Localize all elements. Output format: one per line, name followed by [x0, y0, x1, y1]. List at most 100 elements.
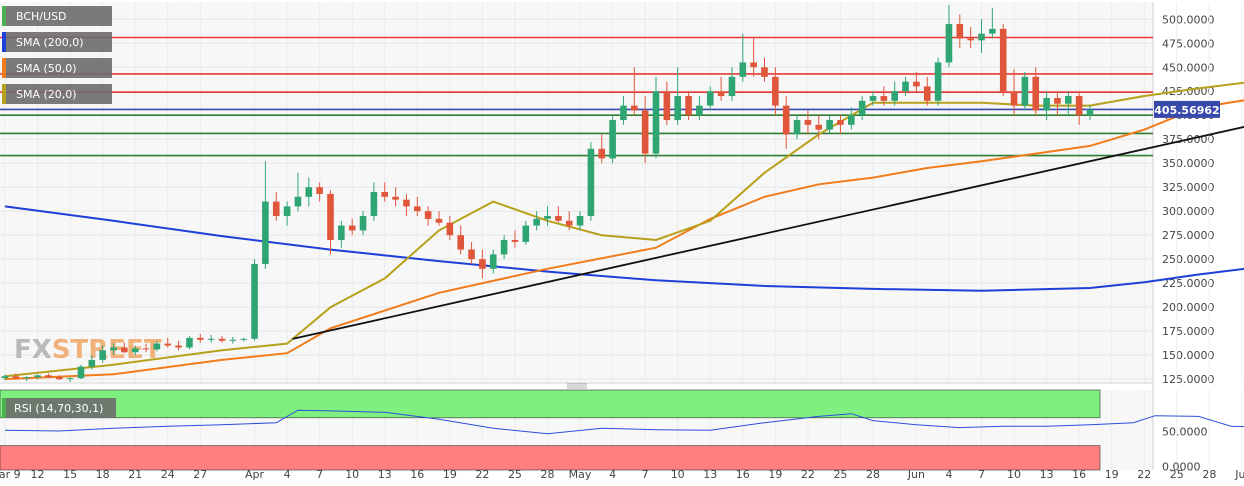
x-tick-label: Apr [245, 468, 265, 481]
candle-body [99, 350, 106, 360]
x-tick-label: 28 [866, 468, 880, 481]
rsi-color-swatch [2, 398, 6, 418]
candle-body [1054, 97, 1061, 104]
candle-body [1010, 91, 1018, 106]
candle-body [186, 337, 193, 348]
y-tick-label: 450.0000 [1162, 61, 1215, 74]
candle-body [837, 120, 844, 125]
candle-body [826, 120, 833, 130]
candle-body [272, 201, 280, 216]
candle-body [674, 96, 681, 121]
candle [240, 337, 247, 342]
candle-body [197, 337, 204, 340]
x-tick-label: 16 [1072, 468, 1086, 481]
rsi-overbought-zone [0, 389, 1101, 419]
x-tick-label: 25 [508, 468, 522, 481]
candle-body [1, 376, 9, 379]
candle [457, 225, 464, 255]
candle [327, 190, 334, 255]
candle-body [12, 376, 20, 379]
x-tick-label: May [569, 468, 592, 481]
candle [175, 340, 182, 351]
candle [164, 337, 172, 348]
candle [229, 336, 237, 344]
candle-body [110, 347, 117, 351]
x-tick-label: 10 [1007, 468, 1021, 481]
candle [1065, 91, 1072, 116]
x-tick-label: 28 [1202, 468, 1216, 481]
x-tick-label: 25 [833, 468, 847, 481]
candle [696, 96, 703, 121]
candle [978, 19, 985, 53]
x-tick-label: 7 [642, 468, 649, 481]
candle [598, 134, 606, 164]
candle-body [305, 187, 313, 197]
candle-body [77, 366, 85, 379]
x-tick-label: 10 [345, 468, 359, 481]
candle-body [663, 91, 671, 121]
candle [207, 334, 215, 343]
candle [848, 107, 855, 130]
candle [891, 81, 898, 106]
candle-body [685, 96, 692, 116]
x-tick-label: 24 [161, 468, 175, 481]
candle [23, 376, 30, 382]
candle [110, 343, 117, 356]
candle [316, 182, 323, 202]
candle [587, 142, 595, 221]
x-tick-label: Mar 9 [0, 468, 21, 481]
candle [934, 57, 942, 106]
candle-body [468, 249, 475, 260]
candle [1054, 91, 1061, 116]
candle-body [489, 254, 497, 269]
x-tick-label: 22 [1137, 468, 1151, 481]
candle [99, 345, 106, 363]
candle-body [23, 377, 30, 379]
rsi-label: RSI (14,70,30,1) [14, 402, 103, 415]
sma-line [4, 99, 1244, 381]
candle [338, 220, 345, 248]
indicator-color-swatch [2, 6, 6, 26]
y-tick-label: 300.0000 [1162, 205, 1215, 218]
candle [1032, 67, 1040, 116]
candle [555, 206, 562, 223]
y-tick-label: 500.0000 [1162, 13, 1215, 26]
watermark-logo: FXSTREET [14, 335, 162, 365]
candle [12, 373, 20, 380]
x-tick-label: 13 [703, 468, 717, 481]
candle [902, 76, 909, 97]
candle-body [652, 91, 660, 154]
candle-body [240, 338, 247, 340]
sma-line [4, 205, 1244, 292]
candle [435, 211, 443, 226]
candle-body [392, 196, 399, 200]
candle-body [544, 215, 551, 219]
indicator-label-box [2, 32, 112, 52]
candle [500, 235, 508, 260]
rsi-tick-label: 50.0000 [1162, 426, 1208, 439]
candle [674, 67, 681, 125]
rsi-tick-label: 0.0000 [1162, 461, 1201, 474]
candle-body [66, 378, 74, 380]
candle-body [815, 124, 823, 130]
candle-body [359, 215, 367, 231]
candle-body [1032, 76, 1040, 111]
candle [403, 193, 410, 216]
candle [1010, 69, 1018, 116]
x-tick-label: Jun [907, 468, 925, 481]
candle [479, 249, 486, 279]
candle [446, 215, 454, 240]
candle-body [555, 215, 562, 221]
x-tick-label: Jul [1234, 468, 1244, 481]
candle [34, 374, 41, 380]
candle-body [782, 105, 790, 135]
candle [750, 38, 757, 77]
candle [45, 373, 52, 379]
candle-body [294, 196, 302, 207]
candle [1086, 105, 1094, 121]
candle-body [717, 91, 725, 97]
candle-body [598, 148, 606, 159]
x-tick-label: 25 [1170, 468, 1184, 481]
candle-body [999, 28, 1007, 92]
candle [489, 249, 497, 274]
